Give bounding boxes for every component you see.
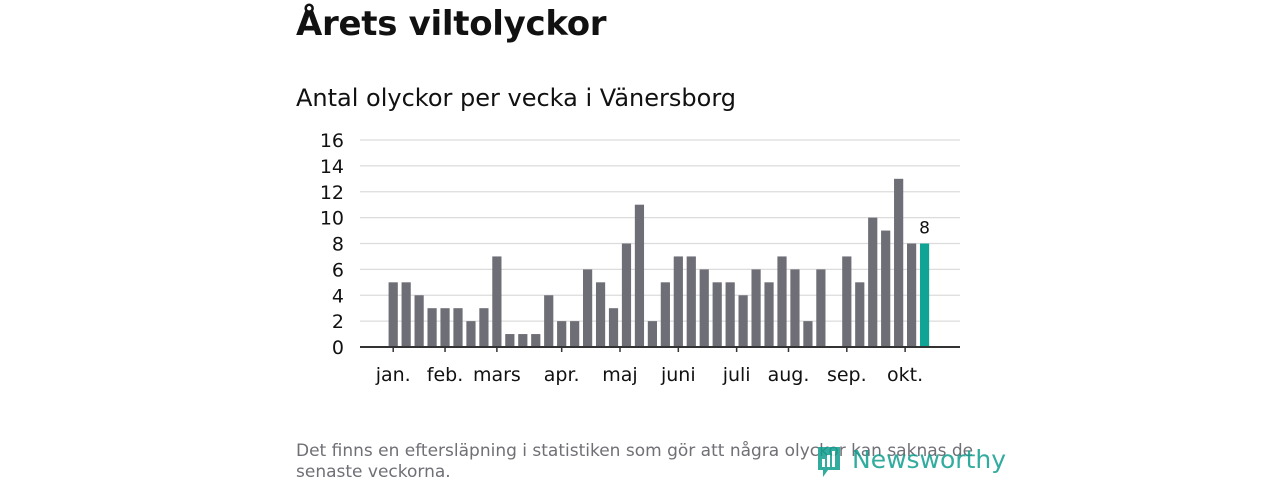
y-tick-label: 4 — [332, 285, 344, 307]
data-label: 8 — [919, 219, 930, 239]
bar-highlight — [919, 243, 930, 347]
x-tick-label: juli — [722, 364, 751, 386]
y-tick-label: 0 — [332, 337, 344, 359]
data-labels: 8 — [919, 219, 930, 239]
chart-subtitle: Antal olyckor per vecka i Vänersborg — [296, 84, 736, 112]
bar — [725, 282, 735, 347]
newsworthy-logo: Newsworthy — [815, 444, 1006, 480]
bar — [414, 295, 424, 347]
x-tick-label: mars — [473, 364, 521, 386]
bar — [557, 321, 567, 347]
bar — [531, 334, 541, 347]
bar — [751, 269, 761, 347]
bar — [570, 321, 580, 347]
bar — [686, 256, 696, 347]
bar — [868, 217, 878, 347]
bar — [544, 295, 554, 347]
x-tick-label: apr. — [544, 364, 580, 386]
bar — [660, 282, 670, 347]
grid-lines — [360, 139, 960, 322]
x-tick-label: maj — [602, 364, 637, 386]
bar — [907, 243, 917, 347]
y-tick-label: 14 — [320, 156, 344, 178]
page-title: Årets viltolyckor — [296, 4, 607, 44]
bar — [842, 256, 852, 347]
bar — [453, 308, 463, 347]
y-axis-ticks: 0 2 4 6 8 10 12 14 16 — [320, 130, 344, 359]
footnote: Det finns en eftersläpning i statistiken… — [296, 441, 974, 480]
y-tick-label: 8 — [332, 234, 344, 256]
bar — [608, 308, 619, 347]
bar — [790, 269, 800, 347]
x-tick-label: aug. — [768, 364, 810, 386]
bar — [634, 204, 645, 347]
y-tick-label: 16 — [320, 130, 344, 152]
bar — [505, 334, 515, 347]
bar — [816, 269, 826, 347]
bar — [583, 269, 593, 347]
x-tick-label: sep. — [827, 364, 867, 386]
x-tick-label: juni — [660, 364, 696, 386]
bars — [388, 178, 930, 347]
bar — [699, 269, 709, 347]
bar — [673, 256, 683, 347]
bar — [621, 243, 632, 347]
y-tick-label: 6 — [332, 259, 344, 281]
bar — [803, 321, 813, 347]
bar — [440, 308, 450, 347]
bar — [647, 321, 657, 347]
y-tick-label: 2 — [332, 311, 344, 333]
bar — [518, 334, 528, 347]
bar — [595, 282, 606, 347]
y-tick-label: 10 — [320, 208, 344, 230]
bar — [777, 256, 787, 347]
bar — [427, 308, 437, 347]
x-axis-month-ticks: jan. feb. mars apr. maj juni juli aug. sep. okt. — [375, 347, 923, 386]
y-tick-label: 12 — [320, 182, 344, 204]
bar — [492, 256, 502, 347]
bar — [388, 282, 398, 347]
bar — [881, 230, 891, 347]
bar — [712, 282, 722, 347]
x-tick-label: okt. — [887, 364, 923, 386]
bar — [479, 308, 489, 347]
newsworthy-logo-icon — [818, 447, 840, 477]
bar — [764, 282, 774, 347]
bar — [466, 321, 476, 347]
logo-text: Newsworthy — [852, 445, 1007, 474]
bar — [738, 295, 748, 347]
bar — [401, 282, 411, 347]
x-tick-label: feb. — [427, 364, 463, 386]
bar — [855, 282, 865, 347]
bar — [894, 178, 904, 347]
x-tick-label: jan. — [375, 364, 411, 386]
